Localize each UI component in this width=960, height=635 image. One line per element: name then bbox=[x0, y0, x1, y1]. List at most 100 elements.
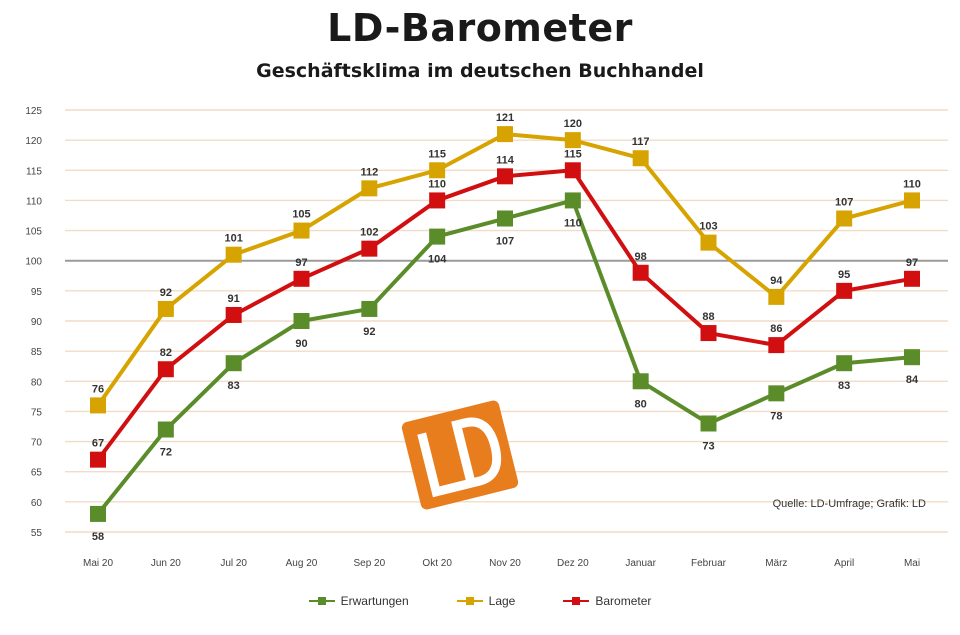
data-point-barometer bbox=[429, 192, 446, 209]
y-tick-label: 85 bbox=[31, 347, 43, 358]
data-point-erwartungen bbox=[497, 210, 513, 227]
x-tick-label: Jul 20 bbox=[220, 558, 247, 569]
legend-item-erwartungen: Erwartungen bbox=[308, 594, 409, 608]
data-point-lage bbox=[293, 222, 310, 239]
legend-swatch-lage bbox=[456, 597, 483, 605]
data-point-lage bbox=[836, 210, 853, 227]
y-tick-label: 65 bbox=[31, 468, 43, 479]
data-point-lage bbox=[632, 150, 649, 167]
data-point-barometer bbox=[768, 337, 785, 354]
data-label-lage: 115 bbox=[428, 148, 446, 160]
data-label-lage: 117 bbox=[632, 136, 650, 148]
data-label-lage: 103 bbox=[699, 221, 717, 233]
data-point-lage bbox=[904, 192, 920, 209]
y-tick-label: 55 bbox=[31, 528, 43, 539]
data-label-erwartungen: 58 bbox=[92, 531, 104, 543]
data-label-erwartungen: 90 bbox=[295, 338, 307, 350]
data-point-erwartungen bbox=[429, 228, 446, 245]
data-label-erwartungen: 72 bbox=[160, 447, 172, 459]
x-tick-label: Aug 20 bbox=[286, 558, 318, 569]
legend-item-lage: Lage bbox=[456, 594, 516, 608]
ld-logo-icon bbox=[401, 400, 519, 510]
data-label-lage: 110 bbox=[903, 178, 921, 190]
legend-label-erwartungen: Erwartungen bbox=[340, 594, 409, 608]
data-label-erwartungen: 104 bbox=[428, 254, 447, 266]
data-point-erwartungen bbox=[632, 373, 649, 390]
data-point-lage bbox=[157, 300, 174, 317]
y-tick-label: 105 bbox=[25, 227, 42, 238]
x-tick-label: April bbox=[834, 558, 854, 569]
x-tick-label: Okt 20 bbox=[422, 558, 452, 569]
data-point-erwartungen bbox=[836, 355, 853, 372]
data-point-barometer bbox=[90, 451, 106, 468]
data-label-lage: 101 bbox=[224, 233, 242, 245]
x-tick-label: Dez 20 bbox=[557, 558, 589, 569]
data-label-barometer: 97 bbox=[906, 257, 918, 269]
data-point-barometer bbox=[225, 306, 242, 323]
data-point-barometer bbox=[497, 168, 513, 185]
data-label-barometer: 98 bbox=[635, 251, 647, 263]
data-label-barometer: 82 bbox=[160, 347, 172, 359]
data-point-erwartungen bbox=[700, 415, 717, 432]
data-label-lage: 105 bbox=[292, 209, 310, 221]
data-point-erwartungen bbox=[768, 385, 785, 402]
y-tick-label: 95 bbox=[31, 287, 43, 298]
y-tick-label: 60 bbox=[31, 498, 43, 509]
data-label-barometer: 110 bbox=[428, 178, 446, 190]
x-tick-label: Jun 20 bbox=[151, 558, 181, 569]
data-point-lage bbox=[768, 288, 785, 305]
x-tick-label: Januar bbox=[625, 558, 656, 569]
data-label-lage: 121 bbox=[496, 112, 514, 124]
legend-label-barometer: Barometer bbox=[595, 594, 652, 608]
legend-item-barometer: Barometer bbox=[563, 594, 651, 608]
data-point-barometer bbox=[836, 282, 853, 299]
y-tick-label: 100 bbox=[25, 257, 42, 268]
data-point-barometer bbox=[564, 162, 581, 179]
x-tick-label: März bbox=[765, 558, 787, 569]
data-point-erwartungen bbox=[564, 192, 581, 209]
data-label-barometer: 102 bbox=[360, 227, 378, 239]
data-label-erwartungen: 83 bbox=[838, 380, 850, 392]
data-label-lage: 92 bbox=[160, 287, 172, 299]
data-label-barometer: 88 bbox=[702, 311, 714, 323]
data-point-erwartungen bbox=[361, 300, 378, 317]
x-tick-label: Februar bbox=[691, 558, 727, 569]
y-tick-label: 110 bbox=[26, 196, 42, 207]
data-label-barometer: 95 bbox=[838, 269, 850, 281]
chart-subtitle: Geschäftsklima im deutschen Buchhandel bbox=[256, 60, 704, 82]
y-tick-label: 75 bbox=[31, 407, 43, 418]
data-label-barometer: 115 bbox=[564, 148, 582, 160]
y-tick-label: 115 bbox=[26, 166, 42, 177]
legend-swatch-erwartungen bbox=[308, 597, 335, 605]
legend-label-lage: Lage bbox=[488, 594, 516, 608]
data-label-lage: 112 bbox=[360, 166, 378, 178]
data-label-erwartungen: 83 bbox=[228, 380, 240, 392]
data-label-lage: 120 bbox=[564, 118, 582, 130]
x-tick-label: Sep 20 bbox=[353, 558, 385, 569]
data-label-erwartungen: 84 bbox=[906, 374, 919, 386]
data-point-barometer bbox=[293, 270, 310, 287]
data-label-lage: 94 bbox=[770, 275, 783, 287]
data-label-barometer: 91 bbox=[228, 293, 240, 305]
y-tick-label: 125 bbox=[25, 106, 42, 117]
legend-swatch-barometer bbox=[563, 597, 590, 605]
data-label-barometer: 114 bbox=[496, 154, 515, 166]
data-point-barometer bbox=[632, 264, 649, 281]
y-tick-label: 80 bbox=[31, 377, 43, 388]
data-point-barometer bbox=[157, 361, 174, 378]
data-point-erwartungen bbox=[90, 505, 106, 522]
data-label-barometer: 97 bbox=[295, 257, 307, 269]
data-point-lage bbox=[564, 132, 581, 149]
x-tick-label: Mai bbox=[904, 558, 920, 569]
data-point-lage bbox=[497, 126, 513, 143]
y-tick-label: 70 bbox=[31, 438, 43, 449]
data-point-lage bbox=[700, 234, 717, 251]
data-point-lage bbox=[429, 162, 446, 179]
chart-title: LD-Barometer bbox=[327, 6, 633, 50]
y-tick-label: 90 bbox=[31, 317, 43, 328]
logo-letters bbox=[417, 417, 502, 498]
data-label-barometer: 67 bbox=[92, 438, 104, 450]
y-tick-label: 120 bbox=[25, 136, 42, 147]
data-label-erwartungen: 73 bbox=[702, 440, 714, 452]
source-note: Quelle: LD-Umfrage; Grafik: LD bbox=[772, 498, 926, 510]
